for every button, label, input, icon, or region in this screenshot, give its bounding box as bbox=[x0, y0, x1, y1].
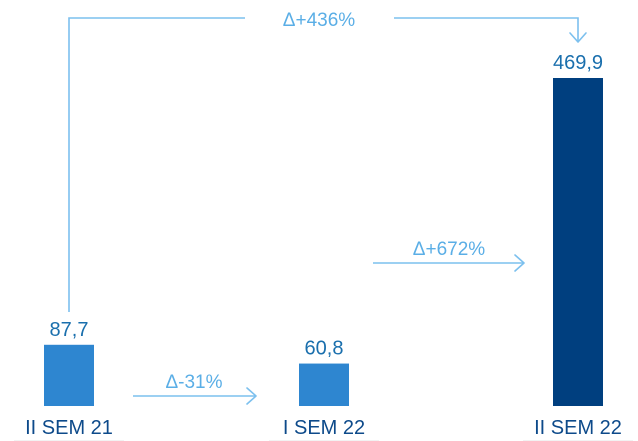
delta-connectors bbox=[68, 17, 587, 405]
bar-0 bbox=[44, 344, 94, 406]
bars bbox=[44, 78, 603, 406]
value-label-2: 469,9 bbox=[553, 52, 603, 74]
bar-2 bbox=[553, 78, 603, 406]
delta-label-2: Δ+436% bbox=[283, 10, 355, 31]
category-label-0: II SEM 21 bbox=[25, 417, 113, 439]
value-labels: 87,7 60,8 469,9 bbox=[50, 52, 604, 360]
delta-label-1: Δ+672% bbox=[413, 239, 485, 260]
delta-labels: Δ-31% Δ+672% Δ+436% bbox=[165, 10, 485, 393]
value-label-0: 87,7 bbox=[50, 319, 89, 341]
delta-connector-2-right bbox=[394, 17, 579, 42]
category-label-2: II SEM 22 bbox=[534, 417, 622, 439]
category-labels: II SEM 21 I SEM 22 II SEM 22 bbox=[25, 417, 622, 439]
bar-1 bbox=[299, 363, 349, 406]
category-label-1: I SEM 22 bbox=[283, 417, 365, 439]
delta-arrow-head-1 bbox=[514, 254, 525, 272]
delta-connector-2-left bbox=[68, 17, 245, 312]
value-label-1: 60,8 bbox=[305, 338, 344, 360]
delta-arrow-head-0 bbox=[246, 387, 257, 405]
delta-arrow-head-2 bbox=[569, 32, 587, 43]
delta-label-0: Δ-31% bbox=[165, 372, 222, 393]
